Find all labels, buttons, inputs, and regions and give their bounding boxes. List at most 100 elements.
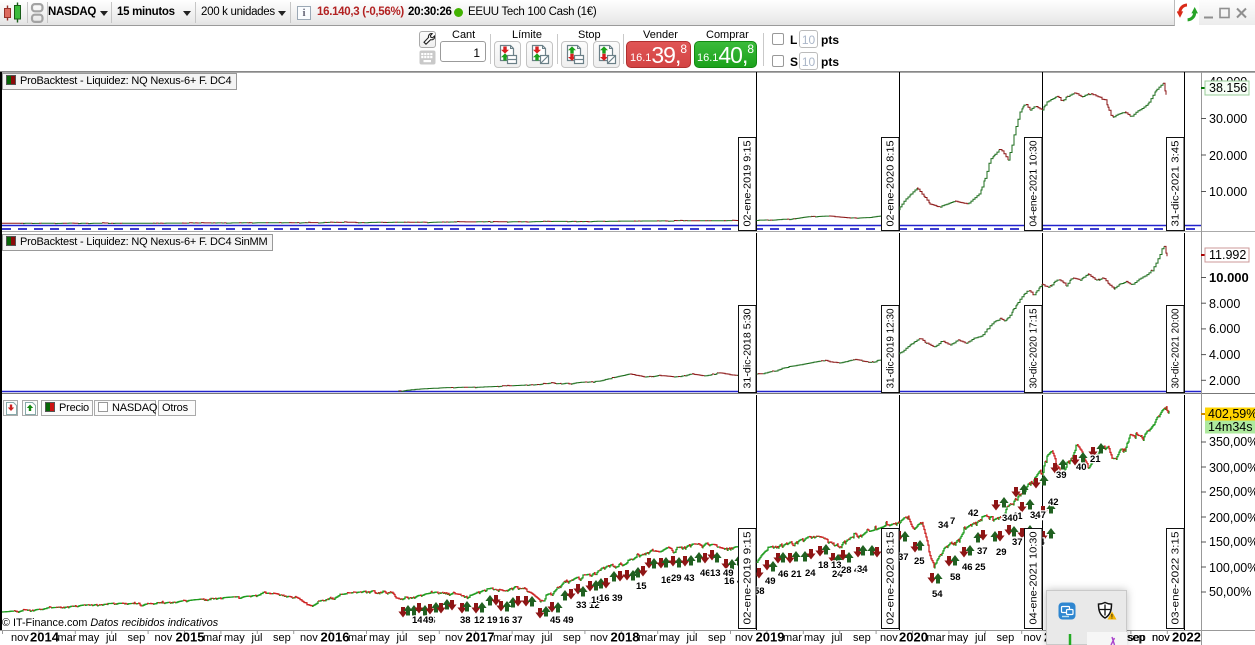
svg-text:21: 21 [791,569,802,580]
svg-text:jul: jul [251,632,263,644]
svg-text:350,00%: 350,00% [1209,435,1255,449]
svg-text:nov: nov [1024,632,1042,644]
svg-text:49: 49 [563,615,574,626]
svg-text:16: 16 [724,576,735,587]
svg-text:12: 12 [589,600,600,611]
svg-text:39: 39 [612,593,623,604]
svg-text:may: may [804,632,825,644]
svg-text:29: 29 [671,573,682,584]
svg-text:may: may [369,632,390,644]
svg-text:!: ! [1111,614,1113,621]
svg-text:16: 16 [499,615,510,626]
svg-text:jul: jul [541,632,553,644]
svg-text:may: may [79,632,100,644]
svg-text:14: 14 [412,615,423,626]
svg-text:200,00%: 200,00% [1209,511,1255,525]
svg-text:34: 34 [938,520,949,531]
svg-text:46: 46 [778,569,789,580]
svg-text:347: 347 [1030,510,1046,521]
svg-text:15: 15 [636,581,647,592]
svg-text:6.000: 6.000 [1209,322,1240,336]
svg-text:28: 28 [841,565,852,576]
svg-text:2017: 2017 [466,630,495,645]
svg-text:2.000: 2.000 [1209,374,1240,388]
svg-text:50,00%: 50,00% [1209,585,1251,599]
svg-text:250,00%: 250,00% [1209,485,1255,499]
svg-text:nov: nov [1152,632,1170,644]
svg-text:nov: nov [1152,632,1170,644]
svg-text:2014: 2014 [30,630,60,645]
svg-text:340: 340 [1002,513,1018,524]
svg-text:4.000: 4.000 [1209,348,1240,362]
svg-text:nov: nov [11,632,29,644]
svg-text:22: 22 [1034,511,1045,522]
svg-text:40: 40 [1076,462,1087,473]
svg-text:jul: jul [974,632,986,644]
svg-text:46: 46 [700,568,711,579]
svg-text:37: 37 [1012,537,1023,548]
svg-text:41: 41 [1012,511,1023,522]
svg-text:sep: sep [128,632,146,644]
svg-text:37: 37 [977,546,988,557]
svg-text:10.000: 10.000 [1209,270,1249,285]
svg-text:2022: 2022 [1172,630,1201,645]
svg-text:33: 33 [576,600,587,611]
svg-text:39: 39 [1056,470,1067,481]
svg-text:15: 15 [473,615,484,626]
svg-text:30-dic-2020 17:15: 30-dic-2020 17:15 [1028,308,1040,388]
svg-text:45: 45 [550,615,561,626]
svg-text:8.000: 8.000 [1209,297,1240,311]
svg-text:36: 36 [425,615,436,626]
svg-text:16: 16 [661,575,672,586]
svg-text:nov: nov [300,632,318,644]
svg-text:42: 42 [1048,497,1059,508]
svg-text:58: 58 [950,572,961,583]
svg-text:nov: nov [155,632,173,644]
svg-text:sep: sep [273,632,291,644]
svg-text:jul: jul [831,632,843,644]
svg-text:13: 13 [710,568,721,579]
svg-text:31-dic-2019 12:30: 31-dic-2019 12:30 [885,308,897,388]
svg-text:jul: jul [686,632,698,644]
svg-text:mar: mar [493,632,512,644]
svg-text:sep: sep [997,632,1015,644]
svg-text:may: may [948,632,969,644]
svg-text:43: 43 [684,573,695,584]
svg-text:02-ene-2020 8:15: 02-ene-2020 8:15 [885,140,897,226]
svg-text:jul: jul [105,632,117,644]
svg-text:15: 15 [591,595,602,606]
svg-text:16: 16 [599,593,610,604]
svg-text:7: 7 [950,516,955,527]
svg-text:31-dic-2018 5:30: 31-dic-2018 5:30 [742,308,754,388]
svg-text:49: 49 [723,568,734,579]
svg-text:02-ene-2019 9:15: 02-ene-2019 9:15 [742,140,754,226]
svg-text:nov: nov [880,632,898,644]
svg-text:2018: 2018 [611,630,640,645]
svg-text:49: 49 [765,576,776,587]
svg-text:14m34s: 14m34s [1208,420,1252,434]
svg-text:mar: mar [58,632,77,644]
svg-text:20.000: 20.000 [1209,149,1247,163]
svg-text:21: 21 [1090,454,1101,465]
svg-text:38.156: 38.156 [1209,81,1247,95]
svg-text:42: 42 [968,508,979,519]
svg-text:29: 29 [996,547,1007,558]
svg-text:may: may [224,632,245,644]
svg-text:100,00%: 100,00% [1209,561,1255,575]
svg-text:150,00%: 150,00% [1209,535,1255,549]
svg-text:nov: nov [735,632,753,644]
svg-text:sep: sep [853,632,871,644]
svg-text:mar: mar [783,632,802,644]
svg-text:jul: jul [396,632,408,644]
svg-text:12: 12 [474,615,485,626]
svg-text:10.000: 10.000 [1209,185,1247,199]
svg-text:04-ene-2021 10:30: 04-ene-2021 10:30 [1028,140,1040,226]
svg-text:37: 37 [512,615,523,626]
svg-text:sep: sep [563,632,581,644]
svg-text:11.992: 11.992 [1209,248,1246,262]
svg-text:02-ene-2020 8:15: 02-ene-2020 8:15 [885,531,897,624]
svg-text:54: 54 [932,589,943,600]
svg-text:24: 24 [832,569,843,580]
svg-text:2020: 2020 [899,630,928,645]
svg-text:nov: nov [590,632,608,644]
